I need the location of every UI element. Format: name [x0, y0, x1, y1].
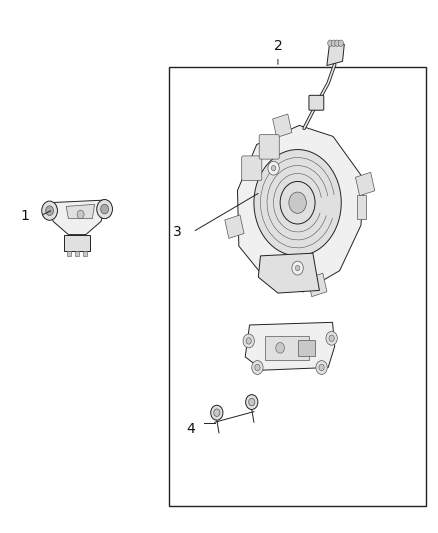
Circle shape: [316, 361, 327, 374]
Polygon shape: [66, 204, 95, 219]
FancyBboxPatch shape: [242, 156, 262, 180]
Bar: [75, 251, 79, 256]
Circle shape: [276, 343, 285, 353]
FancyBboxPatch shape: [309, 95, 324, 110]
Circle shape: [289, 192, 306, 213]
Circle shape: [268, 161, 279, 175]
Circle shape: [338, 40, 343, 46]
Polygon shape: [258, 253, 319, 293]
Circle shape: [97, 199, 113, 219]
Text: 2: 2: [274, 39, 283, 53]
Circle shape: [254, 150, 341, 256]
Circle shape: [280, 181, 315, 224]
Circle shape: [77, 210, 84, 219]
Text: 3: 3: [173, 225, 182, 239]
Polygon shape: [327, 44, 344, 66]
Bar: [169, 67, 426, 506]
Bar: [83, 251, 87, 256]
Bar: [265, 336, 308, 360]
Circle shape: [42, 201, 57, 220]
Circle shape: [246, 338, 251, 344]
Text: 4: 4: [186, 422, 195, 435]
Circle shape: [292, 261, 303, 275]
Circle shape: [319, 365, 324, 370]
Circle shape: [335, 40, 340, 46]
FancyBboxPatch shape: [259, 135, 279, 159]
Circle shape: [331, 40, 336, 46]
Circle shape: [214, 409, 220, 416]
Bar: [64, 235, 90, 251]
Polygon shape: [237, 125, 364, 292]
Circle shape: [101, 204, 109, 214]
Circle shape: [272, 165, 276, 171]
Polygon shape: [49, 200, 106, 235]
Circle shape: [328, 40, 333, 46]
Bar: [357, 195, 366, 219]
Circle shape: [249, 398, 255, 406]
Circle shape: [326, 332, 337, 345]
Circle shape: [46, 206, 53, 215]
Circle shape: [295, 265, 300, 271]
Circle shape: [243, 334, 254, 348]
Bar: [225, 215, 244, 238]
Circle shape: [329, 335, 334, 342]
Bar: [356, 172, 375, 196]
Bar: [297, 340, 315, 356]
Polygon shape: [245, 322, 335, 370]
Text: 1: 1: [20, 209, 29, 223]
Bar: [67, 251, 71, 256]
Circle shape: [252, 361, 263, 374]
Circle shape: [246, 394, 258, 409]
Circle shape: [211, 405, 223, 420]
Circle shape: [255, 365, 260, 370]
Bar: [272, 114, 292, 138]
Bar: [307, 273, 327, 297]
